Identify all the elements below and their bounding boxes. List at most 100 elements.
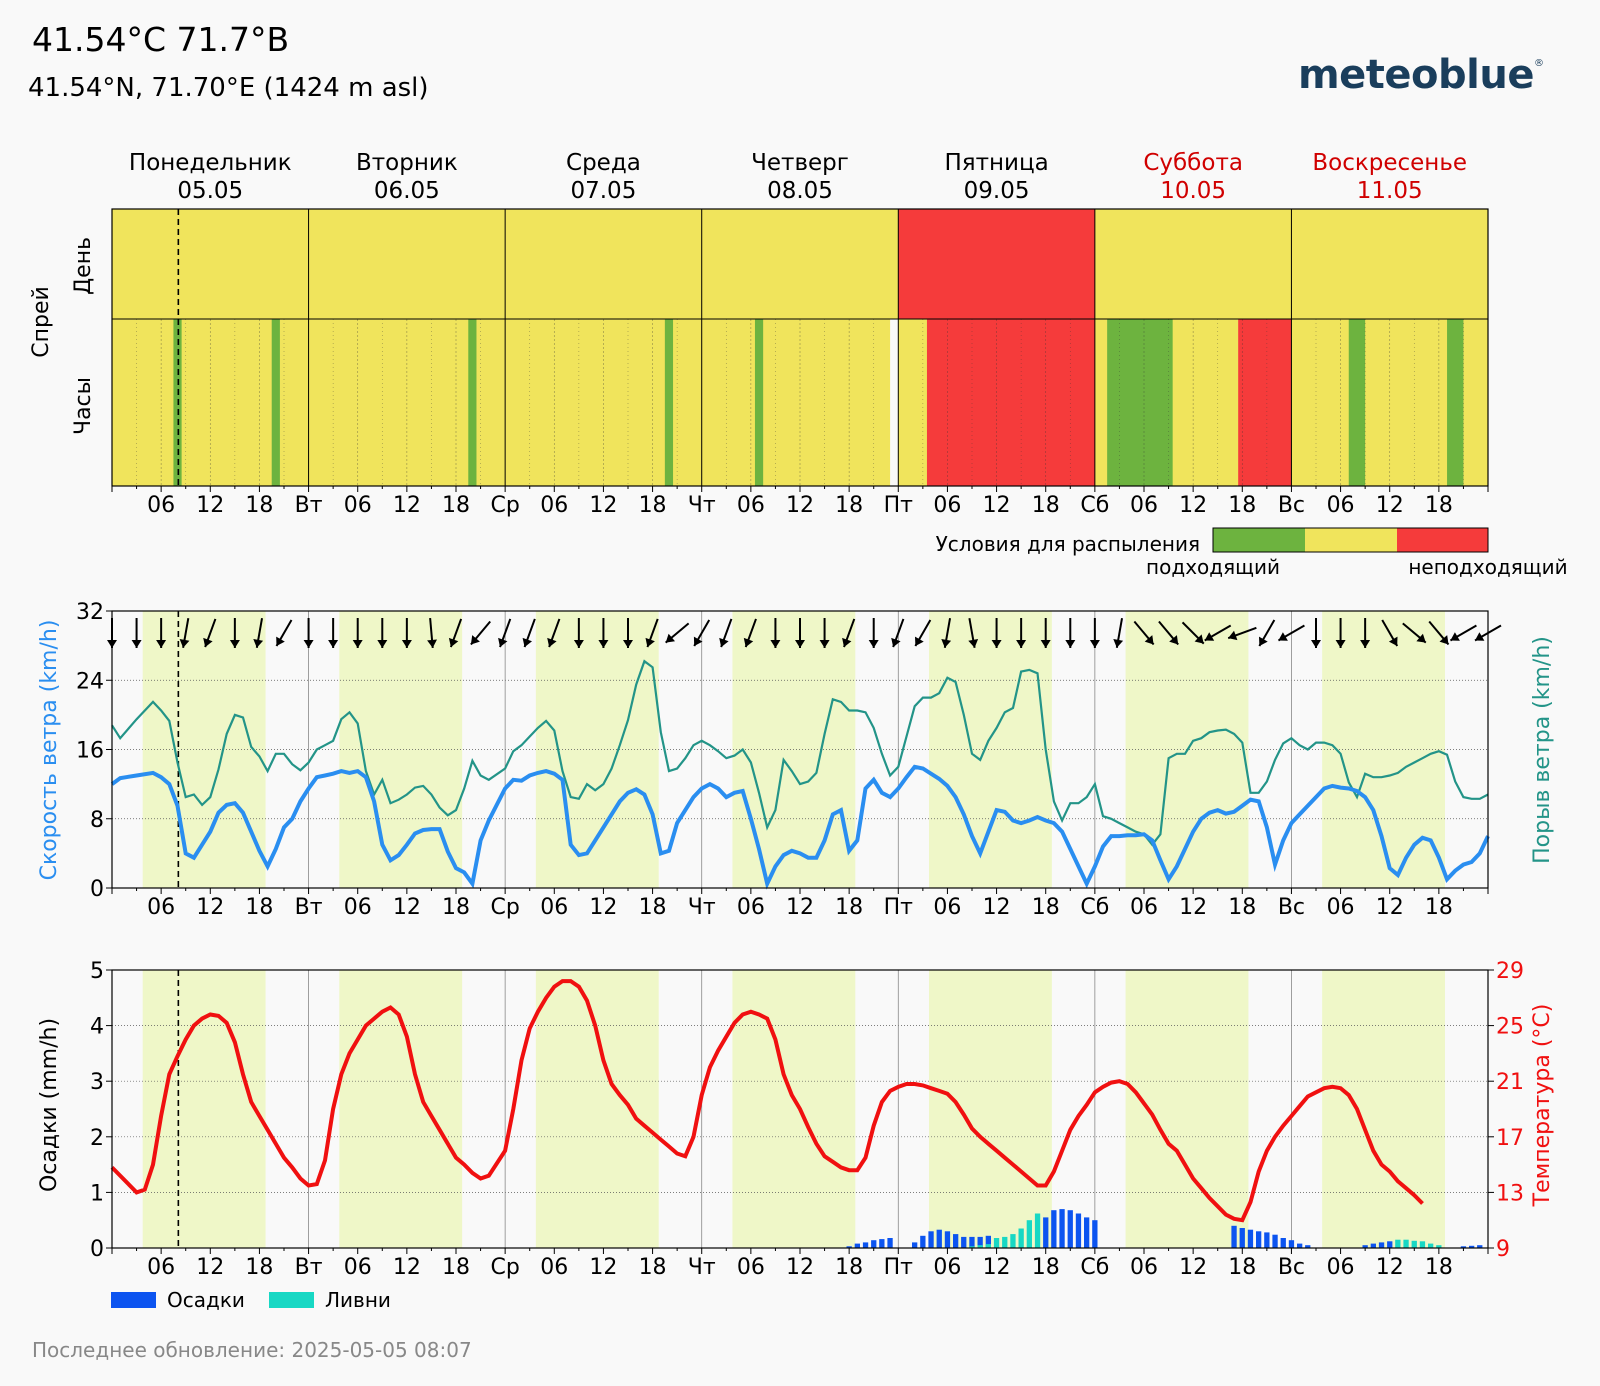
wind-arrow-head — [623, 640, 633, 648]
spray-axis-label: Спрей — [29, 286, 54, 358]
day-name: Четверг — [751, 150, 849, 176]
legend-precip-label: Осадки — [167, 1288, 245, 1312]
showers-bar — [985, 1244, 991, 1248]
day-name: Понедельник — [129, 150, 292, 176]
wind-arrow-head — [1204, 632, 1215, 641]
wind-arrow — [203, 618, 217, 648]
wind-x-day-label: Ср — [490, 895, 519, 920]
spray-legend-frame — [1212, 527, 1489, 553]
wind-arrow-head — [328, 640, 339, 648]
precip-x-day-label: Чт — [688, 1255, 716, 1280]
spray-legend-good-label: подходящий — [1146, 555, 1280, 579]
precip-x-hour-label: 12 — [983, 1255, 1011, 1280]
wind-arrow-head — [795, 640, 805, 648]
spray-x-hour-label: 18 — [835, 493, 863, 518]
wind-arrow — [623, 618, 633, 648]
spray-x-hour-label: 06 — [147, 493, 175, 518]
precip-ytick-label: 5 — [90, 959, 104, 984]
wind-arrow-head — [156, 640, 167, 648]
spray-x-hour-label: 12 — [393, 493, 421, 518]
day-name: Вторник — [356, 150, 458, 176]
spray-x-day-label: Чт — [688, 493, 716, 518]
showers-bar — [993, 1238, 1000, 1248]
wind-x-hour-label: 18 — [442, 895, 470, 920]
wind-ylabel-left: Скорость ветра (km/h) — [37, 620, 62, 881]
wind-arrow — [1277, 624, 1305, 642]
spray-x-hour-label: 18 — [1425, 493, 1453, 518]
wind-arrow-head — [352, 640, 363, 648]
wind-ytick-label: 32 — [76, 600, 104, 625]
wind-x-hour-label: 06 — [1130, 895, 1158, 920]
wind-arrow-head — [1065, 640, 1076, 648]
wind-arrow-head — [1113, 639, 1124, 648]
wind-arrow — [1133, 620, 1155, 646]
wind-arrow-head — [1475, 632, 1485, 641]
wind-x-hour-label: 12 — [589, 895, 617, 920]
precip-bar — [936, 1229, 942, 1248]
day-name: Пятница — [944, 150, 1048, 176]
wind-x-hour-label: 06 — [344, 895, 372, 920]
wind-x-hour-label: 18 — [1425, 895, 1453, 920]
precip-bar — [1378, 1242, 1385, 1248]
wind-arrow-head — [915, 636, 924, 646]
day-date: 11.05 — [1357, 178, 1423, 204]
wind-x-hour-label: 06 — [737, 895, 765, 920]
wind-axes: 0 8 16 24 32 06 12 18 Вт 06 12 18 Ср 06 12 18 Чт 06 12 18 Пт… — [76, 600, 1489, 920]
wind-arrow-head — [448, 637, 459, 648]
spray-hour-segment — [271, 319, 280, 486]
showers-bar — [1436, 1245, 1442, 1248]
wind-arrow — [1040, 618, 1051, 648]
wind-arrow-head — [427, 639, 437, 648]
wind-arrow — [470, 620, 491, 646]
wind-arrow-head — [498, 637, 508, 648]
wind-arrow-head — [1439, 635, 1449, 645]
precip-bar — [977, 1236, 983, 1248]
day-date: 05.05 — [177, 178, 243, 204]
day-date: 09.05 — [964, 178, 1030, 204]
spray-x-hour-label: 06 — [737, 493, 765, 518]
spray-row-label-day: День — [71, 237, 96, 295]
wind-arrow — [770, 618, 781, 648]
wind-arrow-head — [1228, 630, 1238, 641]
wind-arrow — [743, 618, 757, 648]
day-date: 10.05 — [1160, 178, 1226, 204]
wind-x-hour-label: 12 — [196, 895, 224, 920]
wind-x-hour-label: 18 — [1228, 895, 1256, 920]
spray-x-hour-label: 06 — [344, 493, 372, 518]
precip-bar — [928, 1231, 934, 1248]
spray-x-hour-label: 06 — [933, 493, 961, 518]
wind-x-day-label: Пт — [884, 895, 914, 920]
wind-arrow-head — [1450, 632, 1460, 641]
wind-arrow — [1335, 618, 1346, 648]
spray-hour-segment — [1107, 319, 1173, 486]
wind-arrow-head — [819, 640, 830, 648]
wind-arrow — [1227, 626, 1257, 641]
spray-x-hour-label: 06 — [1327, 493, 1355, 518]
wind-arrow-head — [401, 640, 412, 648]
spray-x-day-label: Пт — [884, 493, 914, 518]
precip-bar — [1370, 1243, 1376, 1248]
precip-x-hour-label: 06 — [1327, 1255, 1355, 1280]
wind-arrow-head — [1335, 640, 1346, 648]
wind-arrow — [448, 618, 463, 648]
meteoblue-logo[interactable]: meteoblue® — [1298, 52, 1544, 98]
wind-arrow-head — [868, 640, 879, 648]
wind-x-hour-label: 12 — [393, 895, 421, 920]
spray-day-cell — [308, 209, 506, 319]
spray-day-row — [112, 209, 1488, 319]
wind-arrow — [303, 618, 314, 648]
page-title: 41.54°C 71.7°B — [32, 20, 290, 59]
precip-x-hour-label: 12 — [589, 1255, 617, 1280]
precip-x-hour-label: 18 — [442, 1255, 470, 1280]
precip-bar — [920, 1235, 926, 1248]
precip-x-day-label: Ср — [490, 1255, 519, 1280]
spray-hour-segment — [1348, 319, 1366, 486]
precip-x-day-label: Пт — [884, 1255, 914, 1280]
precip-bar — [1288, 1240, 1295, 1248]
precip-x-hour-label: 12 — [393, 1255, 421, 1280]
wind-arrow — [914, 619, 932, 647]
precip-x-day-label: Вт — [295, 1255, 323, 1280]
wind-arrow — [991, 618, 1002, 648]
precip-x-hour-label: 06 — [147, 1255, 175, 1280]
wind-arrow-head — [743, 637, 754, 648]
